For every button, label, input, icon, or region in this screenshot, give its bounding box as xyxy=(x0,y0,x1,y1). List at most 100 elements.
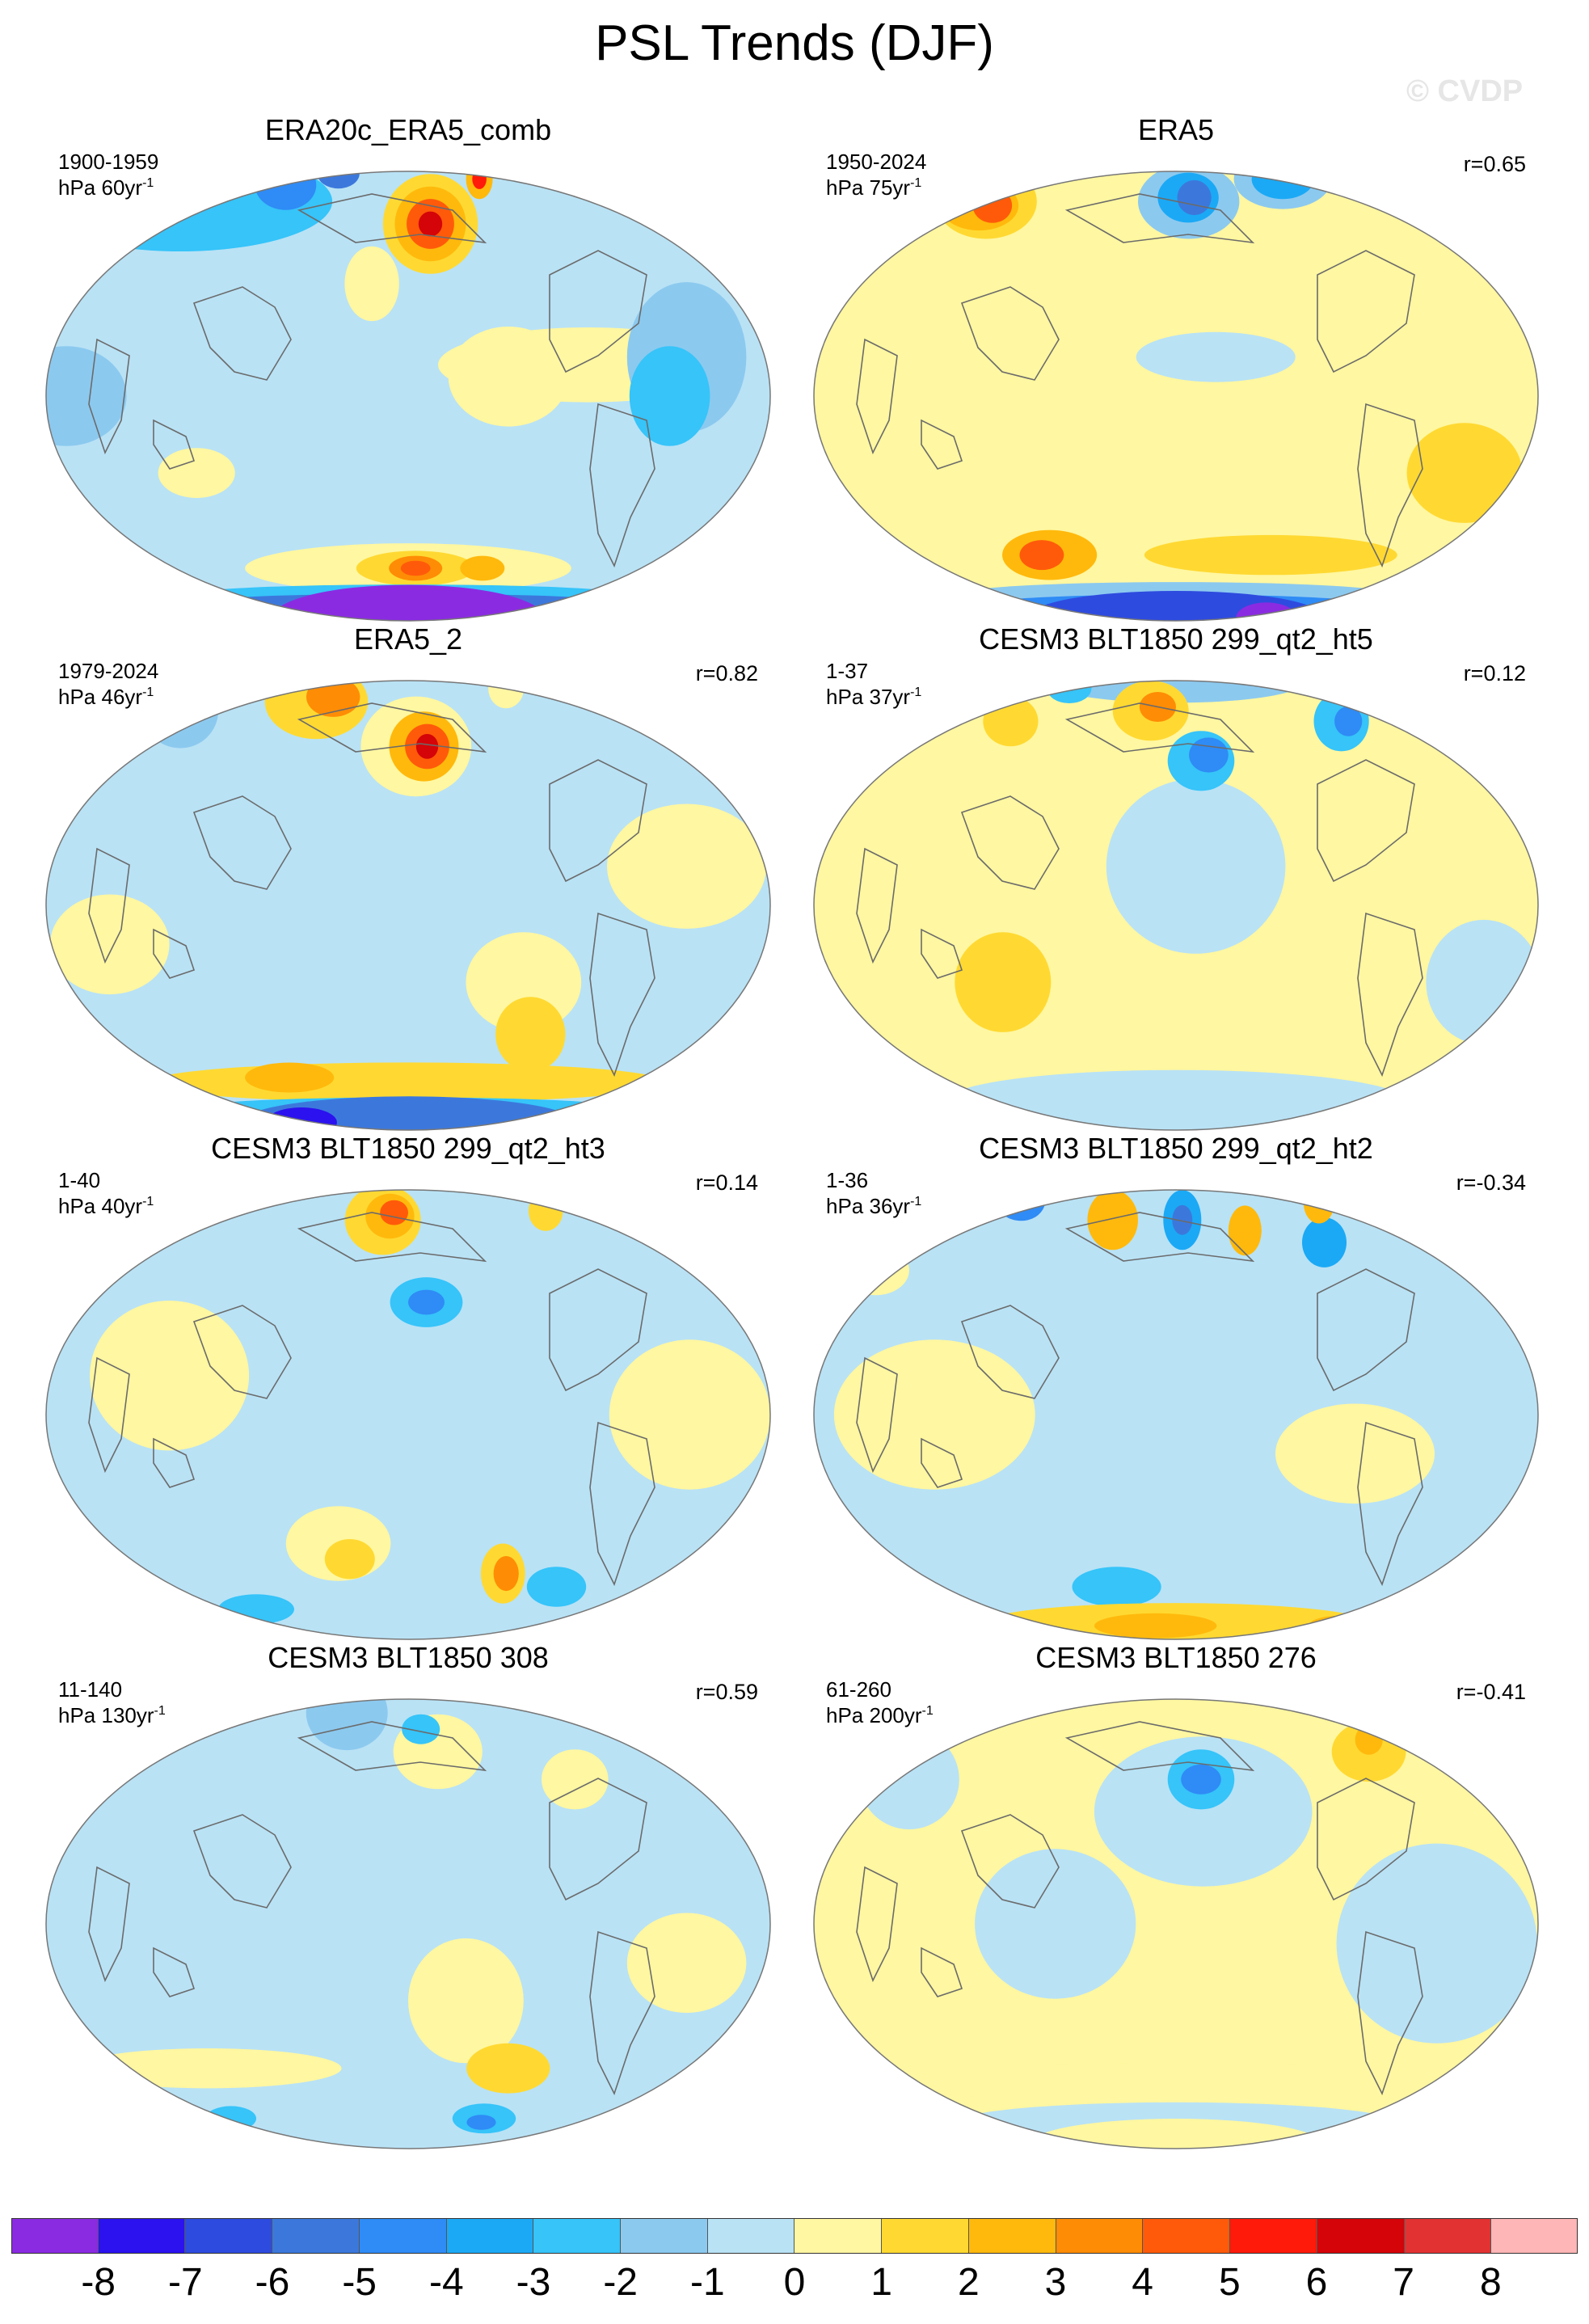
trend-contour-region xyxy=(400,560,431,576)
coastline xyxy=(856,338,898,455)
trend-contour-region xyxy=(402,1714,440,1744)
colorbar-swatch xyxy=(794,2218,883,2254)
trend-contour-region xyxy=(833,1339,1035,1490)
coastline xyxy=(589,912,655,1078)
panel-units-exponent: -1 xyxy=(921,1704,934,1718)
panel-units-exponent: -1 xyxy=(142,1195,154,1208)
coastline xyxy=(192,1305,292,1399)
colorbar-tick-label: 8 xyxy=(1479,2261,1502,2304)
coastline xyxy=(856,1356,898,1474)
colorbar-swatch xyxy=(98,2218,186,2254)
coastline xyxy=(589,403,655,568)
trend-contour-region xyxy=(218,1594,294,1625)
panel-period-units: 11-140 hPa 130yr-1 xyxy=(58,1677,166,1728)
map-plot xyxy=(45,680,771,1131)
coastline xyxy=(297,1721,487,1772)
panel-title: CESM3 BLT1850 299_qt2_ht2 xyxy=(979,1132,1373,1165)
trend-contour-region xyxy=(493,1556,519,1592)
panel-period: 1900-1959 xyxy=(58,150,159,174)
map-outline xyxy=(813,171,1539,622)
map-outline xyxy=(45,1698,771,2149)
panel-period: 1979-2024 xyxy=(58,659,159,683)
panel-units: hPa 37yr-1 xyxy=(826,685,922,709)
trend-contour-region xyxy=(1406,423,1523,523)
coastline xyxy=(921,928,963,979)
map-panel: CESM3 BLT1850 276 61-260 hPa 200yr-1 r=-0.4… xyxy=(800,1641,1552,2158)
panel-units: hPa 40yr-1 xyxy=(58,1194,154,1218)
colorbar-tick-label: 4 xyxy=(1132,2261,1154,2304)
colorbar-swatch xyxy=(707,2218,795,2254)
colorbar-swatch xyxy=(359,2218,447,2254)
coastline xyxy=(1357,403,1423,568)
coastline xyxy=(549,759,647,883)
trend-contour-region xyxy=(1172,1204,1193,1235)
coastline xyxy=(153,928,196,979)
panel-units-exponent: -1 xyxy=(154,1704,166,1718)
trend-contour-region xyxy=(629,346,710,446)
trend-contour-region xyxy=(324,1539,375,1580)
colorbar-ticks: -8 -7 -6 -5 -4 -3 -2 -1 0 1 2 3 4 5 6 7 8 xyxy=(11,2260,1578,2309)
trend-contour-region xyxy=(626,1913,747,2014)
trend-contour-region xyxy=(1355,1724,1383,1755)
trend-contour-region xyxy=(495,997,566,1072)
coastline xyxy=(921,419,963,470)
coastline xyxy=(960,1305,1060,1399)
coastline xyxy=(549,1268,647,1392)
panel-period-units: 1-40 hPa 40yr-1 xyxy=(58,1167,154,1219)
map-panel: ERA5 1950-2024 hPa 75yr-1 r=0.65 xyxy=(800,113,1552,631)
colorbar-tick-label: -6 xyxy=(255,2261,290,2304)
trend-contour-region xyxy=(1302,1217,1347,1267)
coastline xyxy=(297,1212,487,1263)
trend-contour-region xyxy=(205,2106,256,2132)
colorbar-frame xyxy=(11,2218,1578,2254)
panel-units: hPa 130yr-1 xyxy=(58,1703,166,1727)
trend-contour-region xyxy=(460,555,505,581)
trend-contour-region xyxy=(1177,179,1212,216)
panel-correlation: r=0.82 xyxy=(695,661,758,685)
trend-contour-region xyxy=(272,584,544,621)
panel-correlation: r=-0.34 xyxy=(1456,1170,1526,1195)
trend-contour-region xyxy=(488,681,525,709)
trend-contour-region xyxy=(46,346,127,446)
colorbar-tick-label: -2 xyxy=(603,2261,638,2304)
colorbar-tick-label: -3 xyxy=(516,2261,551,2304)
colorbar-tick-label: 5 xyxy=(1218,2261,1241,2304)
trend-contour-region xyxy=(158,448,235,498)
figure-title: PSL Trends (DJF) xyxy=(595,15,994,71)
trend-contour-region xyxy=(1144,534,1397,576)
map-plot xyxy=(813,1698,1539,2149)
trend-contour-region xyxy=(948,1069,1404,1130)
coastline xyxy=(589,1930,655,2096)
panel-correlation: r=0.12 xyxy=(1463,661,1526,685)
trend-contour-region xyxy=(1072,1567,1161,1607)
coastline xyxy=(921,1947,963,1997)
trend-contour-region xyxy=(972,188,1013,223)
trend-contour-region xyxy=(306,1699,388,1751)
colorbar-swatch xyxy=(11,2218,99,2254)
map-plot xyxy=(45,1189,771,1640)
trend-contour-region xyxy=(245,1062,335,1093)
colorbar xyxy=(11,2218,1578,2254)
map-panel: CESM3 BLT1850 299_qt2_ht5 1-37 hPa 37yr-1 r… xyxy=(800,622,1552,1140)
colorbar-tick-label: 3 xyxy=(1044,2261,1067,2304)
colorbar-swatch xyxy=(1491,2218,1578,2254)
panel-title: ERA20c_ERA5_comb xyxy=(264,113,552,146)
trend-contour-region xyxy=(607,803,767,929)
colorbar-tick-label: -7 xyxy=(167,2261,203,2304)
coastline xyxy=(960,1814,1060,1909)
trend-contour-region xyxy=(50,894,170,995)
trend-contour-region xyxy=(1303,1190,1334,1224)
trend-contour-region xyxy=(542,1749,609,1810)
map-panel: ERA20c_ERA5_comb 1900-1959 hPa 60yr-1 xyxy=(32,113,784,631)
colorbar-swatch xyxy=(185,2218,273,2254)
colorbar-tick-label: 6 xyxy=(1305,2261,1328,2304)
trend-contour-region xyxy=(160,2093,656,2124)
trend-contour-region xyxy=(1336,1843,1537,2044)
trend-contour-region xyxy=(997,1190,1046,1221)
trend-contour-region xyxy=(955,932,1052,1032)
colorbar-tick-label: 2 xyxy=(957,2261,980,2304)
colorbar-swatch xyxy=(968,2218,1056,2254)
trend-contour-region xyxy=(448,327,569,427)
trend-contour-region xyxy=(1094,1613,1217,1639)
